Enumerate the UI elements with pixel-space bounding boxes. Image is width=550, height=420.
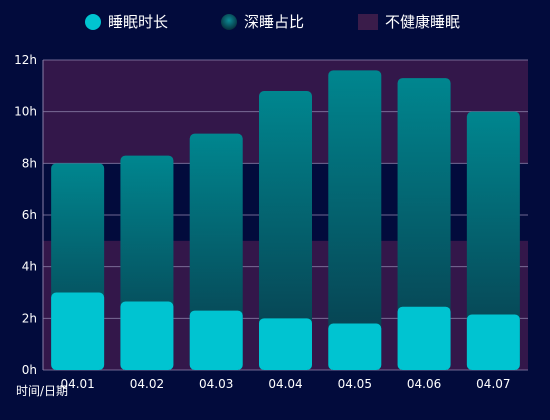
bar-sleep-duration (397, 78, 451, 370)
x-tick-label: 04.07 (476, 377, 510, 391)
y-tick-label: 10h (14, 105, 37, 119)
legend-marker (221, 14, 237, 30)
legend-marker (358, 14, 378, 30)
legend-marker (85, 14, 101, 30)
x-axis-title: 时间/日期 (16, 384, 68, 398)
legend-label: 不健康睡眠 (385, 13, 460, 31)
y-tick-label: 2h (22, 311, 37, 325)
bar-deep-sleep (189, 310, 243, 370)
legend-label: 深睡占比 (244, 13, 304, 31)
bar-deep-sleep (259, 318, 312, 370)
y-tick-label: 12h (14, 53, 37, 67)
x-tick-label: 04.02 (130, 377, 164, 391)
x-tick-label: 04.01 (60, 377, 94, 391)
legend-label: 睡眠时长 (108, 13, 168, 31)
y-tick-label: 4h (22, 260, 37, 274)
bar-sleep-duration (466, 111, 520, 371)
y-tick-label: 6h (22, 208, 37, 222)
x-tick-label: 04.03 (199, 377, 233, 391)
x-tick-label: 04.05 (338, 377, 372, 391)
x-tick-label: 04.06 (407, 377, 441, 391)
bar-sleep-duration (328, 70, 382, 370)
x-tick-label: 04.04 (268, 377, 302, 391)
y-tick-label: 8h (22, 156, 37, 170)
bar-deep-sleep (120, 301, 174, 370)
bar-deep-sleep (328, 323, 382, 370)
bar-deep-sleep (466, 314, 520, 370)
y-tick-label: 0h (22, 363, 37, 377)
bar-deep-sleep (397, 306, 451, 370)
bar-sleep-duration (259, 91, 312, 370)
bar-deep-sleep (51, 292, 105, 370)
